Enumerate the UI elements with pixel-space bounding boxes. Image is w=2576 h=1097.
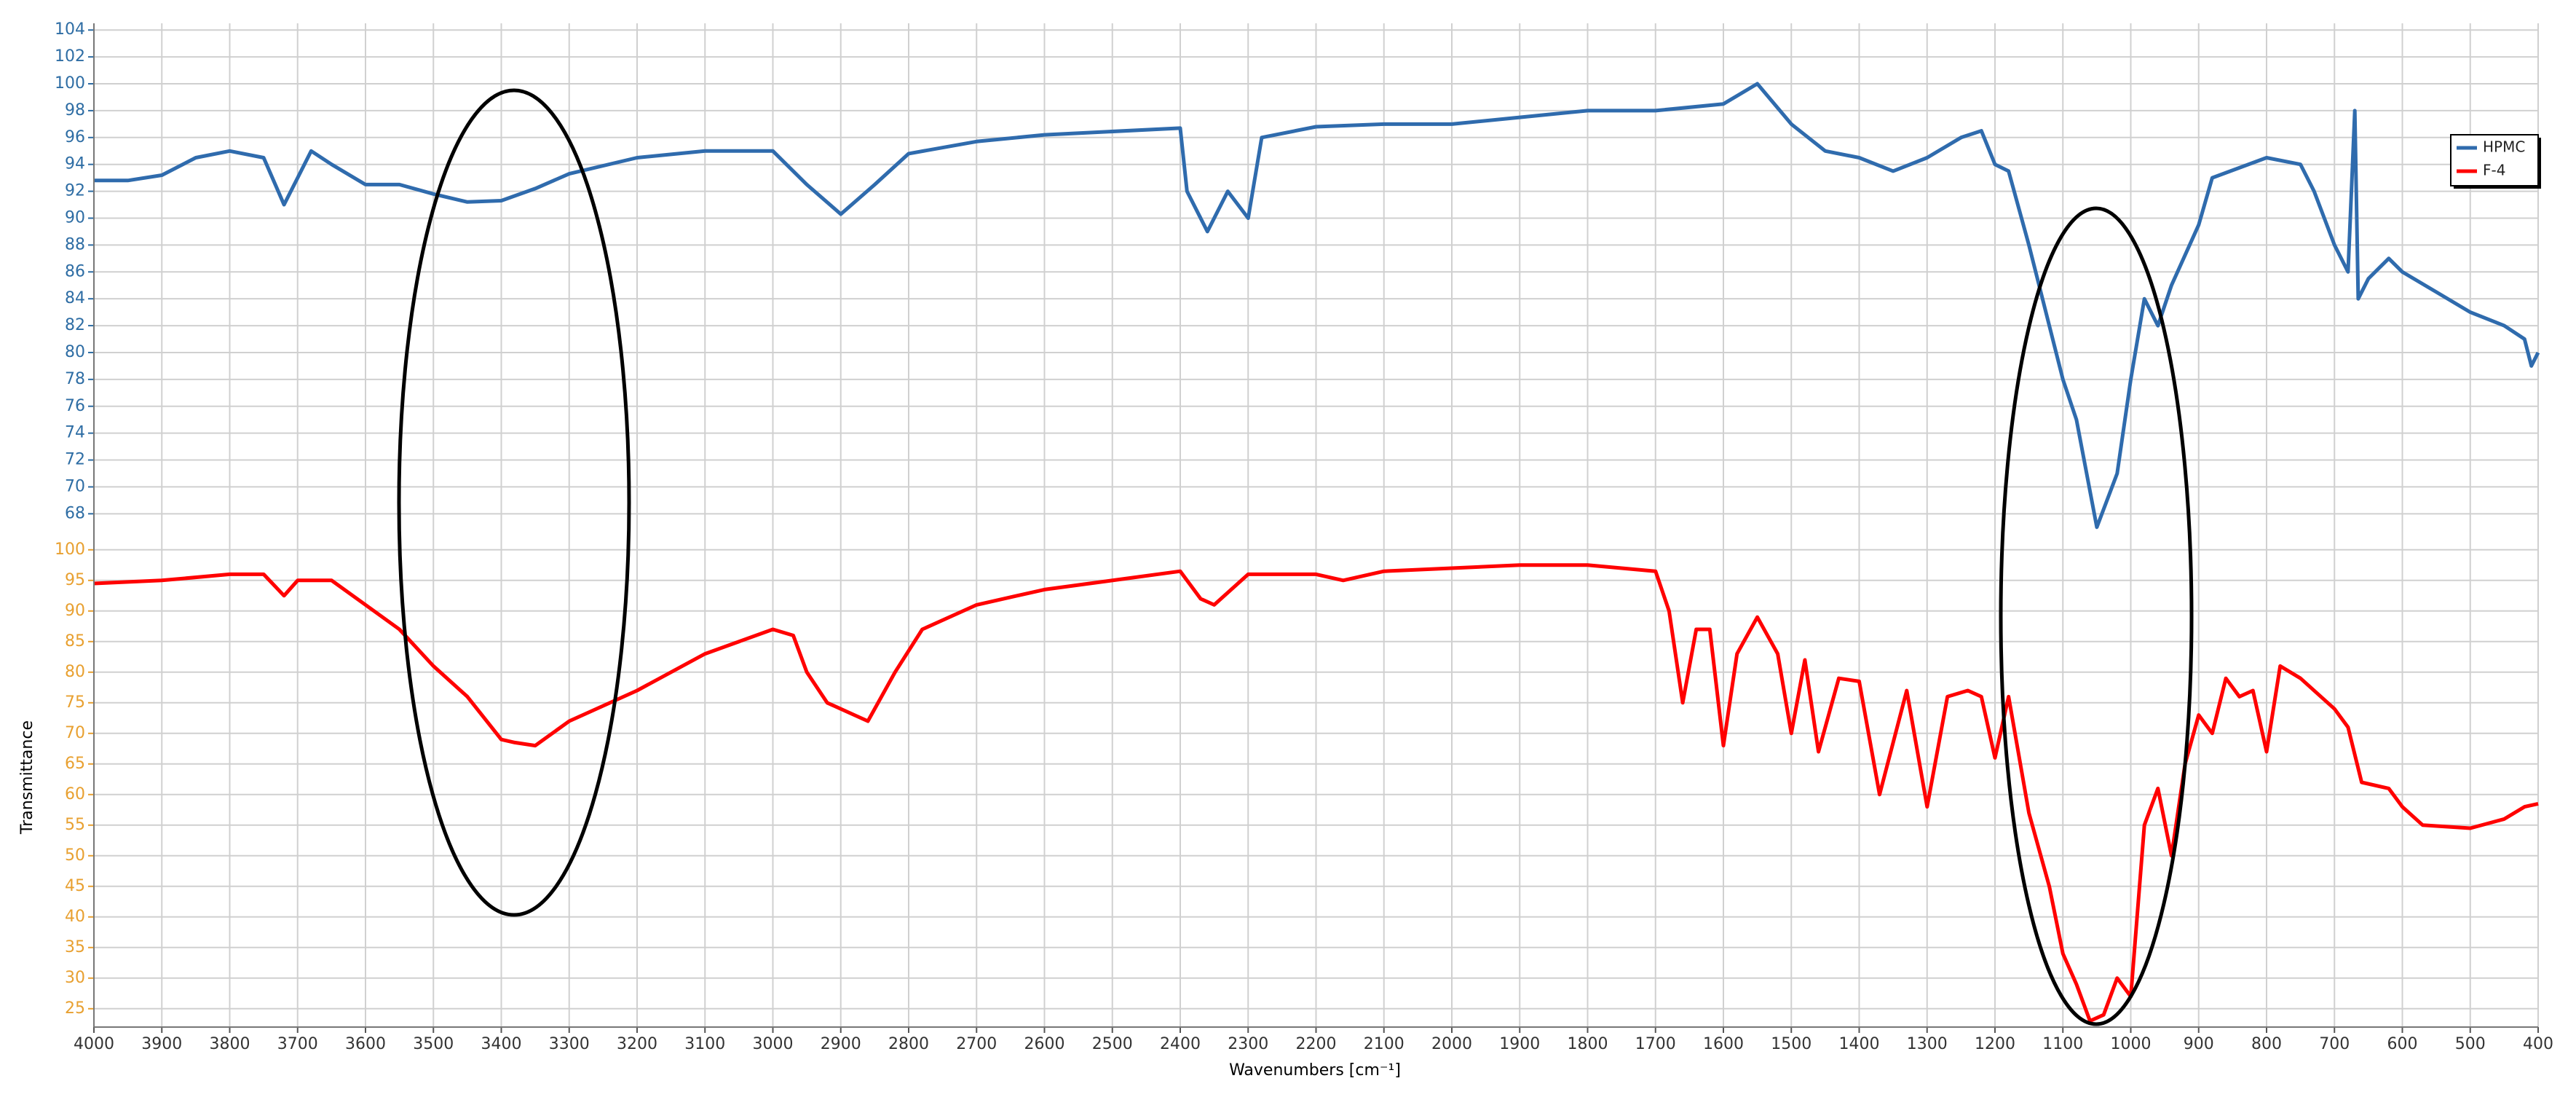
y-tick-label: 82	[65, 316, 85, 334]
line-series	[93, 563, 2539, 1023]
x-tick-label: 3500	[413, 1035, 454, 1053]
y2-tick-label: 55	[65, 816, 85, 834]
y-tick-label: 68	[65, 504, 85, 522]
highlight-ellipse	[1999, 206, 2194, 1026]
x-tick-label: 3300	[549, 1035, 590, 1053]
y-tick-label: 76	[65, 397, 85, 415]
x-tick-label: 2900	[821, 1035, 861, 1053]
x-tick-label: 1400	[1839, 1035, 1880, 1053]
x-tick-label: 3900	[141, 1035, 182, 1053]
x-tick-label: 2200	[1296, 1035, 1337, 1053]
y-tick-label: 96	[65, 128, 85, 146]
y-tick-label: 98	[65, 101, 85, 119]
y-tick-label: 80	[65, 343, 85, 361]
x-tick-label: 2300	[1228, 1035, 1268, 1053]
x-tick-label: 1000	[2111, 1035, 2152, 1053]
x-tick-label: 2400	[1160, 1035, 1201, 1053]
y-tick-label: 78	[65, 370, 85, 388]
y2-tick-label: 85	[65, 632, 85, 650]
x-tick-label: 2100	[1364, 1035, 1404, 1053]
x-tick-label: 4000	[74, 1035, 114, 1053]
legend: HPMC F-4	[2450, 134, 2541, 189]
y2-tick-label: 80	[65, 663, 85, 681]
legend-box	[2450, 134, 2539, 186]
plot-area	[93, 82, 2540, 1023]
x-tick-label: 800	[2251, 1035, 2282, 1053]
y-tick-label: 70	[65, 477, 85, 495]
y-tick-label: 84	[65, 289, 85, 307]
x-tick-label: 600	[2387, 1035, 2418, 1053]
y-tick-label: 74	[65, 424, 85, 442]
x-tick-label: 500	[2455, 1035, 2486, 1053]
y2-tick-label: 100	[55, 540, 85, 559]
highlight-ellipse	[397, 88, 631, 917]
x-tick-label: 3000	[753, 1035, 794, 1053]
y2-tick-label: 70	[65, 724, 85, 742]
x-tick-label: 3800	[210, 1035, 250, 1053]
x-tick-label: 3700	[277, 1035, 318, 1053]
x-tick-label: 700	[2319, 1035, 2350, 1053]
x-tick-label: 1500	[1771, 1035, 1812, 1053]
y2-tick-label: 65	[65, 755, 85, 773]
y2-tick-label: 25	[65, 999, 85, 1018]
x-tick-label: 1600	[1703, 1035, 1744, 1053]
y-tick-label: 86	[65, 262, 85, 280]
x-tick-label: 2600	[1024, 1035, 1065, 1053]
x-tick-label: 1100	[2042, 1035, 2083, 1053]
x-tick-label: 1900	[1499, 1035, 1540, 1053]
y-tick-label: 100	[55, 74, 85, 93]
y2-tick-label: 90	[65, 602, 85, 620]
y2-tick-label: 50	[65, 846, 85, 865]
x-tick-label: 1700	[1635, 1035, 1676, 1053]
y2-tick-label: 45	[65, 877, 85, 895]
y-tick-label: 90	[65, 208, 85, 227]
grid	[93, 23, 2539, 1027]
x-tick-label: 3600	[345, 1035, 386, 1053]
y-tick-label: 102	[55, 47, 85, 66]
y2-tick-label: 35	[65, 938, 85, 956]
y-tick-label: 104	[55, 20, 85, 39]
y2-tick-label: 40	[65, 908, 85, 926]
x-tick-label: 2800	[888, 1035, 929, 1053]
y-tick-label: 92	[65, 182, 85, 200]
y2-tick-label: 60	[65, 785, 85, 803]
legend-label: HPMC	[2483, 138, 2525, 156]
x-tick-label: 2700	[956, 1035, 997, 1053]
x-tick-label: 400	[2523, 1035, 2553, 1053]
x-tick-label: 1800	[1568, 1035, 1608, 1053]
line-series	[94, 82, 2540, 530]
y2-tick-label: 75	[65, 693, 85, 712]
x-tick-label: 3200	[617, 1035, 657, 1053]
x-axis-label: Wavenumbers [cm⁻¹]	[1229, 1061, 1401, 1080]
x-tick-label: 3400	[481, 1035, 522, 1053]
y-tick-label: 72	[65, 451, 85, 469]
y2-tick-label: 95	[65, 571, 85, 589]
x-tick-label: 3100	[684, 1035, 725, 1053]
x-tick-label: 1300	[1907, 1035, 1948, 1053]
y-axis-label: Transmittance	[18, 720, 36, 835]
x-tick-label: 900	[2184, 1035, 2214, 1053]
y-tick-label: 94	[65, 155, 85, 173]
x-tick-label: 2500	[1092, 1035, 1133, 1053]
x-tick-label: 2000	[1431, 1035, 1472, 1053]
y2-tick-label: 30	[65, 969, 85, 987]
y-tick-label: 88	[65, 235, 85, 253]
x-tick-label: 1200	[1975, 1035, 2015, 1053]
legend-label: F-4	[2483, 162, 2505, 179]
